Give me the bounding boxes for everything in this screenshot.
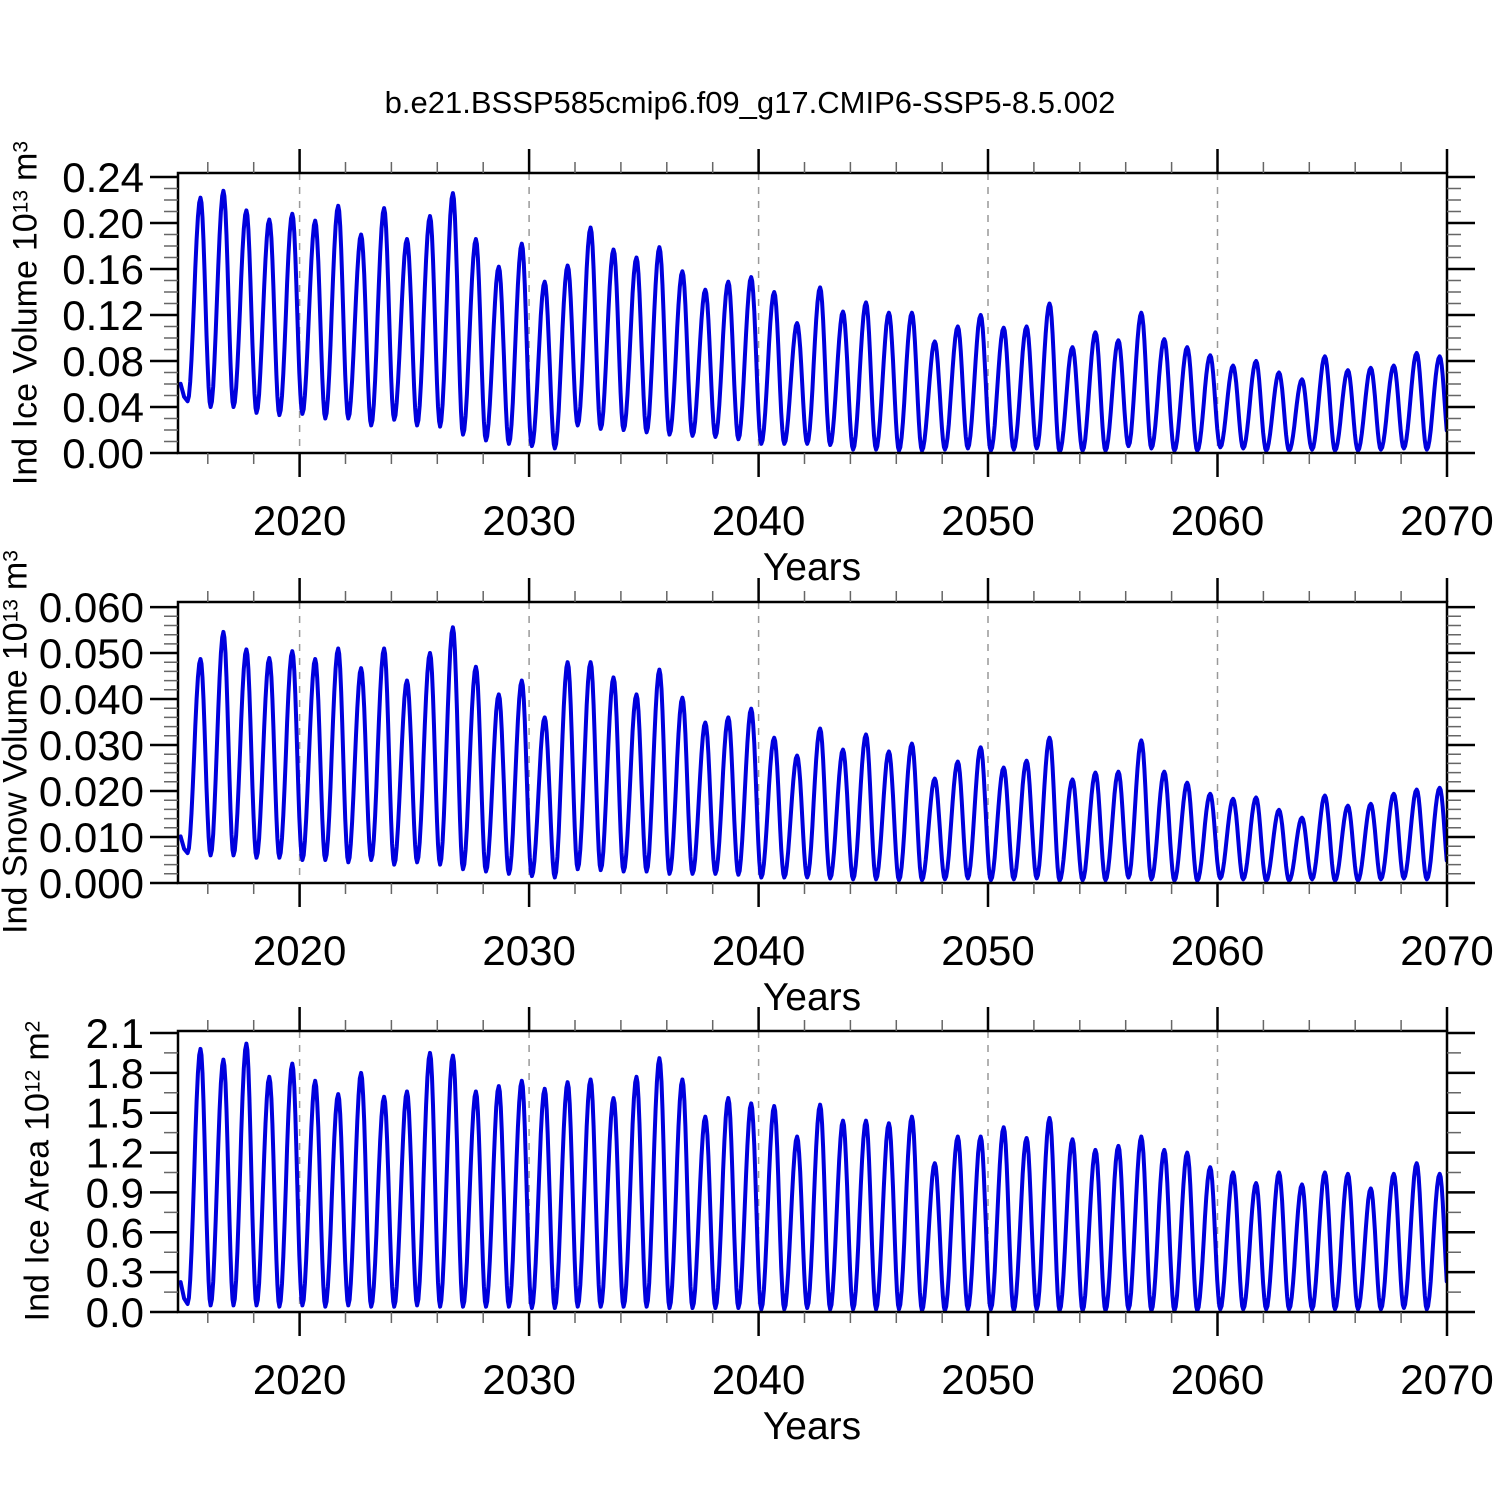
x-tick-label-ice-area: 2030	[482, 1356, 575, 1403]
plot-frame-snow-volume	[176, 600, 1449, 885]
x-tick-label-ice-area: 2060	[1171, 1356, 1264, 1403]
y-tick-label-snow-volume: 0.010	[39, 814, 144, 861]
y-tick-label-ice-volume: 0.04	[62, 384, 144, 431]
y-tick-label-ice-volume: 0.08	[62, 338, 144, 385]
x-tick-label-snow-volume: 2040	[712, 927, 805, 974]
major-ticks-ice-volume	[150, 149, 1475, 477]
x-axis-title: Years	[762, 976, 862, 1019]
y-tick-label-ice-area: 0.0	[86, 1289, 144, 1336]
y-tick-label-ice-volume: 0.16	[62, 246, 144, 293]
x-tick-label-ice-area: 2070	[1400, 1356, 1493, 1403]
y-tick-label-snow-volume: 0.030	[39, 722, 144, 769]
y-tick-label-snow-volume: 0.000	[39, 860, 144, 907]
x-tick-label-ice-volume: 2030	[482, 497, 575, 544]
x-tick-label-snow-volume: 2060	[1171, 927, 1264, 974]
y-tick-label-ice-volume: 0.12	[62, 292, 144, 339]
chart-title: b.e21.BSSP585cmip6.f09_g17.CMIP6-SSP5-8.…	[384, 85, 1116, 120]
x-axis-title: Years	[762, 546, 862, 589]
x-tick-label-snow-volume: 2030	[482, 927, 575, 974]
y-tick-label-ice-volume: 0.00	[62, 430, 144, 477]
y-tick-label-ice-area: 0.6	[86, 1209, 144, 1256]
minor-ticks-ice-volume	[164, 162, 1461, 464]
y-tick-label-ice-area: 2.1	[86, 1010, 144, 1057]
x-tick-label-snow-volume: 2050	[941, 927, 1034, 974]
plot-frame-ice-volume	[176, 171, 1449, 455]
y-tick-label-ice-area: 0.3	[86, 1249, 144, 1296]
y-tick-label-snow-volume: 0.060	[39, 584, 144, 631]
y-tick-label-ice-area: 1.2	[86, 1130, 144, 1177]
plot-frame-ice-area	[176, 1029, 1449, 1314]
x-tick-label-snow-volume: 2070	[1400, 927, 1493, 974]
ice-area-line	[178, 1041, 1447, 1313]
x-tick-label-ice-volume: 2040	[712, 497, 805, 544]
y-tick-label-ice-area: 1.8	[86, 1050, 144, 1097]
y-tick-label-snow-volume: 0.040	[39, 676, 144, 723]
minor-ticks-ice-area	[164, 1020, 1461, 1323]
major-ticks-snow-volume	[150, 578, 1475, 907]
x-tick-label-ice-area: 2050	[941, 1356, 1034, 1403]
x-tick-label-ice-area: 2020	[253, 1356, 346, 1403]
x-tick-label-ice-volume: 2050	[941, 497, 1034, 544]
x-tick-label-ice-volume: 2070	[1400, 497, 1493, 544]
y-tick-label-snow-volume: 0.020	[39, 768, 144, 815]
snow-volume-line	[178, 625, 1447, 883]
y-tick-label-ice-area: 0.9	[86, 1169, 144, 1216]
x-tick-label-ice-volume: 2060	[1171, 497, 1264, 544]
major-ticks-ice-area	[150, 1007, 1475, 1336]
minor-ticks-snow-volume	[164, 591, 1461, 894]
x-tick-label-ice-volume: 2020	[253, 497, 346, 544]
x-axis-title: Years	[762, 1405, 862, 1448]
x-tick-label-snow-volume: 2020	[253, 927, 346, 974]
y-tick-label-ice-volume: 0.24	[62, 154, 144, 201]
y-tick-label-ice-area: 1.5	[86, 1090, 144, 1137]
y-tick-label-snow-volume: 0.050	[39, 630, 144, 677]
y-tick-label-ice-volume: 0.20	[62, 200, 144, 247]
ice-volume-line	[178, 188, 1447, 454]
x-tick-label-ice-area: 2040	[712, 1356, 805, 1403]
